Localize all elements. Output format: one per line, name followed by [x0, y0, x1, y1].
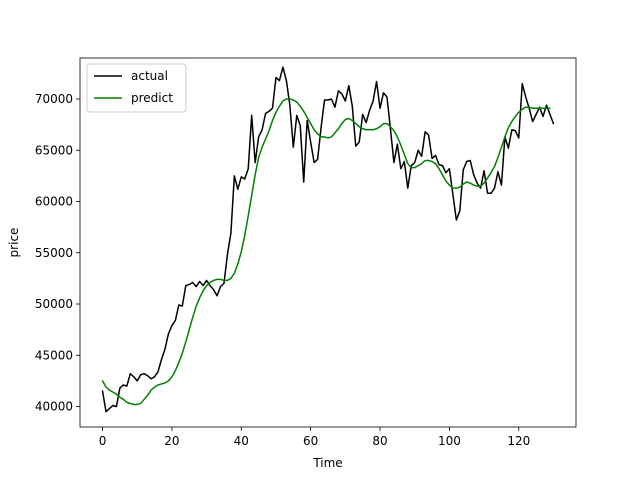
series-line-actual — [101, 66, 555, 413]
x-tick-label: 0 — [99, 434, 107, 448]
x-tick-label: 60 — [303, 434, 318, 448]
x-tick-label: 80 — [372, 434, 387, 448]
series-layer — [101, 66, 555, 413]
series-line-predict — [101, 98, 551, 406]
x-axis-label: Time — [312, 456, 342, 470]
x-tick-label: 120 — [507, 434, 530, 448]
legend-label-predict: predict — [131, 91, 173, 105]
legend: actual predict — [86, 63, 187, 113]
y-tick-label: 70000 — [35, 92, 73, 106]
x-tick-label: 20 — [164, 434, 179, 448]
x-tick-label: 40 — [234, 434, 249, 448]
y-tick-label: 65000 — [35, 143, 73, 157]
y-axis-label: price — [7, 228, 21, 258]
x-axis: 0 20 40 60 80 100 120 — [99, 427, 530, 448]
plot-frame — [79, 57, 577, 428]
y-tick-label: 60000 — [35, 195, 73, 209]
legend-label-actual: actual — [131, 69, 168, 83]
x-tick-label: 100 — [438, 434, 461, 448]
y-tick-label: 45000 — [35, 348, 73, 362]
y-tick-label: 50000 — [35, 297, 73, 311]
plot-area — [80, 58, 576, 427]
y-tick-label: 40000 — [35, 400, 73, 414]
y-tick-label: 55000 — [35, 246, 73, 260]
y-axis: 40000 45000 50000 55000 60000 65000 70000 — [35, 92, 80, 414]
